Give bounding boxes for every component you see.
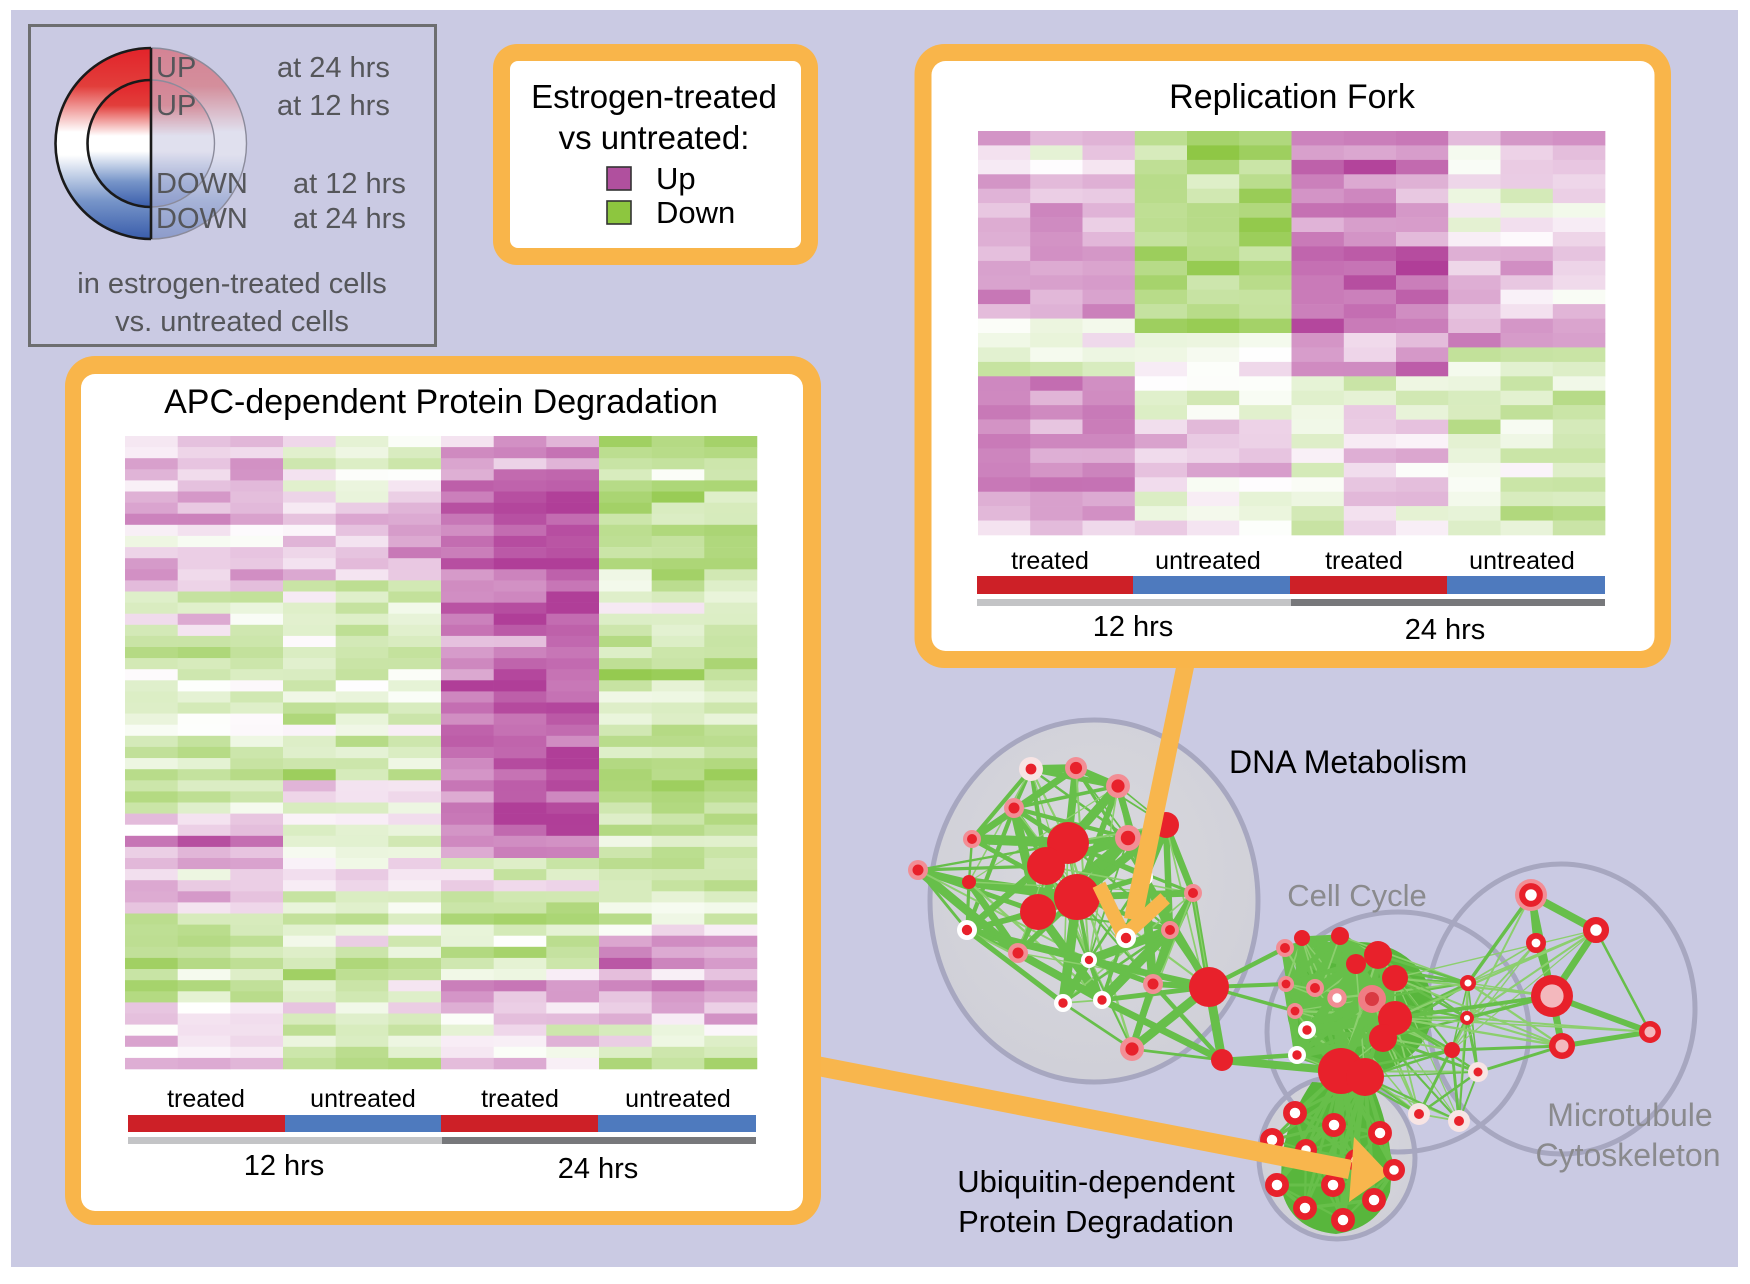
- svg-text:DOWN: DOWN: [156, 203, 248, 235]
- svg-text:Cell Cycle: Cell Cycle: [1287, 878, 1427, 913]
- svg-text:Cytoskeleton: Cytoskeleton: [1536, 1137, 1721, 1173]
- svg-text:at 24 hrs: at 24 hrs: [293, 203, 406, 235]
- svg-text:UP: UP: [156, 52, 196, 84]
- svg-text:Protein Degradation: Protein Degradation: [958, 1204, 1234, 1239]
- svg-text:Replication Fork: Replication Fork: [1169, 78, 1416, 116]
- svg-text:untreated: untreated: [625, 1085, 731, 1113]
- svg-text:Estrogen-treated: Estrogen-treated: [531, 78, 777, 115]
- svg-text:Microtubule: Microtubule: [1547, 1097, 1712, 1133]
- svg-text:treated: treated: [1011, 547, 1089, 575]
- svg-text:DOWN: DOWN: [156, 168, 248, 200]
- svg-text:Down: Down: [656, 195, 735, 230]
- svg-text:24 hrs: 24 hrs: [558, 1153, 639, 1185]
- svg-text:treated: treated: [1325, 547, 1403, 575]
- svg-text:24 hrs: 24 hrs: [1405, 614, 1486, 646]
- svg-text:vs. untreated cells: vs. untreated cells: [115, 306, 349, 338]
- svg-text:at 12 hrs: at 12 hrs: [293, 168, 406, 200]
- svg-text:DNA Metabolism: DNA Metabolism: [1229, 744, 1467, 780]
- svg-text:12 hrs: 12 hrs: [244, 1150, 325, 1182]
- svg-text:12 hrs: 12 hrs: [1093, 611, 1174, 643]
- svg-text:in estrogen-treated cells: in estrogen-treated cells: [77, 268, 387, 300]
- svg-text:at 24 hrs: at 24 hrs: [277, 52, 390, 84]
- svg-text:at 12 hrs: at 12 hrs: [277, 90, 390, 122]
- svg-text:Up: Up: [656, 161, 696, 196]
- svg-text:vs untreated:: vs untreated:: [559, 119, 750, 156]
- svg-text:untreated: untreated: [1155, 547, 1261, 575]
- svg-text:UP: UP: [156, 90, 196, 122]
- svg-text:untreated: untreated: [310, 1085, 416, 1113]
- svg-text:APC-dependent Protein Degradat: APC-dependent Protein Degradation: [164, 383, 718, 421]
- svg-text:untreated: untreated: [1469, 547, 1575, 575]
- svg-text:Ubiquitin-dependent: Ubiquitin-dependent: [957, 1164, 1235, 1199]
- svg-text:treated: treated: [167, 1085, 245, 1113]
- svg-text:treated: treated: [481, 1085, 559, 1113]
